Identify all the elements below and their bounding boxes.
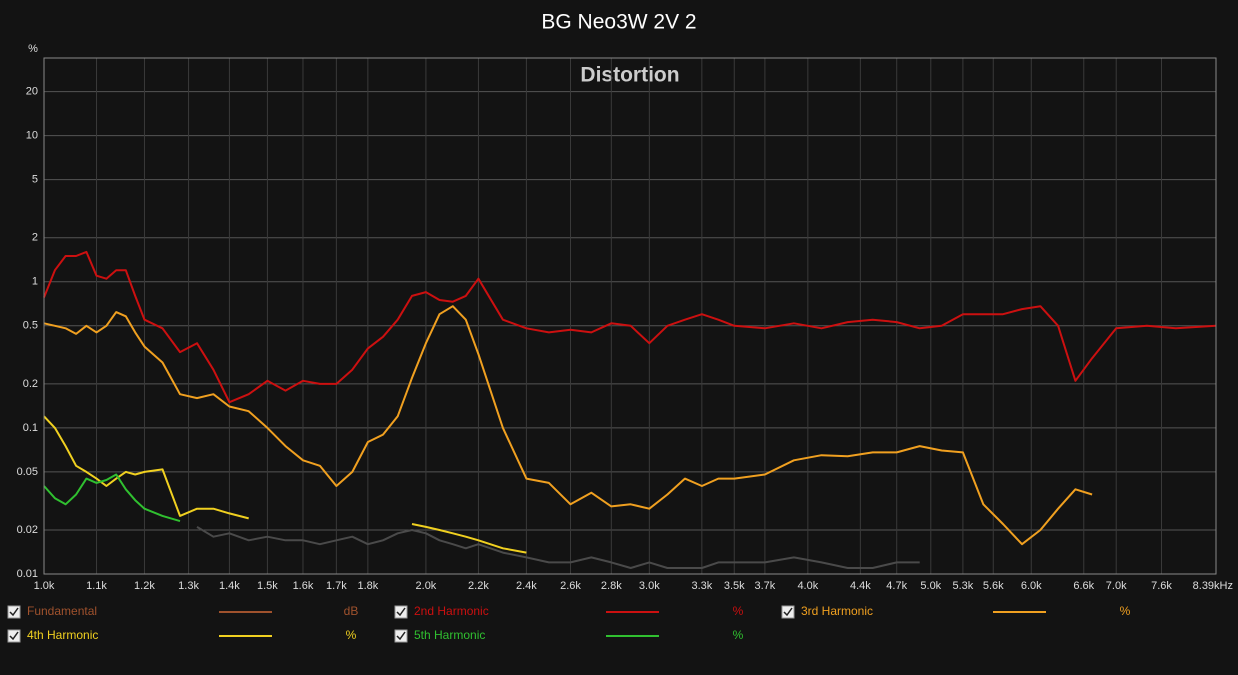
x-tick-label: 7.6k [1151, 580, 1172, 592]
x-tick-label: 4.7k [886, 580, 907, 592]
x-tick-label: 2.2k [468, 580, 489, 592]
y-tick-label: 0.1 [23, 422, 38, 434]
y-tick-label: 0.05 [17, 466, 38, 478]
x-tick-label: 2.0k [416, 580, 437, 592]
legend-label: 2nd Harmonic [414, 604, 489, 618]
legend-checkbox[interactable] [7, 605, 21, 619]
x-tick-label: 3.0k [639, 580, 660, 592]
x-tick-label: 6.6k [1073, 580, 1094, 592]
x-tick-label: 1.5k [257, 580, 278, 592]
x-tick-label: 5.3k [953, 580, 974, 592]
x-tick-label: 3.5k [724, 580, 745, 592]
series-line [43, 250, 1217, 404]
x-tick-label: 2.4k [516, 580, 537, 592]
legend-label: 4th Harmonic [27, 628, 98, 642]
legend-checkbox[interactable] [394, 629, 408, 643]
x-tick-label: 1.3k [178, 580, 199, 592]
x-tick-label: 5.0k [920, 580, 941, 592]
plot [43, 250, 1217, 569]
checkmark [9, 631, 19, 641]
y-tick-label: 0.01 [17, 568, 38, 580]
x-tick-label: 5.6k [983, 580, 1004, 592]
y-tick-label: 2 [32, 232, 38, 244]
checkmark [396, 607, 406, 617]
legend-unit: % [346, 628, 357, 642]
x-tick-label: 4.0k [797, 580, 818, 592]
series-line [196, 526, 920, 569]
x-tick-label: 8.39kHz [1193, 580, 1233, 592]
y-tick-label: 10 [26, 130, 38, 142]
chart-title: BG Neo3W 2V 2 [541, 11, 696, 34]
legend-checkbox[interactable] [7, 629, 21, 643]
x-tick-label: 2.6k [560, 580, 581, 592]
plot-frame [43, 57, 1217, 575]
legend-label: 5th Harmonic [414, 628, 485, 642]
y-tick-label: 0.2 [23, 378, 38, 390]
legend-unit: % [733, 604, 744, 618]
legend: Fundamental dB 2nd Harmonic% 3rd Harmonic % 4… [7, 604, 1131, 643]
legend-unit: dB [344, 604, 359, 618]
chart-subtitle: Distortion [580, 64, 679, 87]
legend-label: 3rd Harmonic [801, 604, 873, 618]
y-tick-label: 20 [26, 86, 38, 98]
legend-unit: % [733, 628, 744, 642]
checkmark [9, 607, 19, 617]
checkmark [396, 631, 406, 641]
x-tick-label: 4.4k [850, 580, 871, 592]
legend-checkbox[interactable] [781, 605, 795, 619]
x-tick-label: 6.0k [1021, 580, 1042, 592]
y-tick-label: 1 [32, 276, 38, 288]
checkmark [783, 607, 793, 617]
x-tick-label: 1.0k [34, 580, 55, 592]
x-tick-label: 1.8k [357, 580, 378, 592]
x-tick-label: 3.7k [754, 580, 775, 592]
y-tick-label: 0.5 [23, 320, 38, 332]
legend-label: Fundamental [27, 604, 97, 618]
series-line [43, 415, 527, 554]
x-tick-label: 1.6k [293, 580, 314, 592]
x-tick-label: 1.2k [134, 580, 155, 592]
x-tick-label: 2.8k [601, 580, 622, 592]
legend-checkbox[interactable] [394, 605, 408, 619]
x-tick-label: 1.1k [86, 580, 107, 592]
x-tick-label: 3.3k [691, 580, 712, 592]
series-line [43, 305, 1093, 546]
x-tick-label: 7.0k [1106, 580, 1127, 592]
y-tick-label: 5 [32, 174, 38, 186]
legend-unit: % [1120, 604, 1131, 618]
y-tick-label: 0.02 [17, 524, 38, 536]
x-tick-label: 1.4k [219, 580, 240, 592]
series-line [43, 473, 181, 523]
x-tick-label: 1.7k [326, 580, 347, 592]
y-axis-label: % [28, 43, 38, 55]
